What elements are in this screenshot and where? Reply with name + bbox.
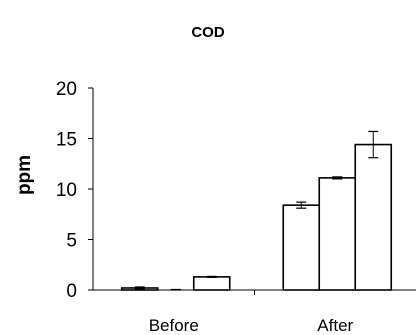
error-bar bbox=[332, 176, 343, 180]
error-bar bbox=[134, 286, 145, 290]
bars bbox=[120, 143, 393, 291]
x-tick-label: Before bbox=[149, 316, 199, 335]
y-tick-label: 5 bbox=[66, 231, 77, 252]
error-bar bbox=[296, 201, 307, 209]
y-tick-label: 0 bbox=[66, 281, 77, 302]
error-bars bbox=[134, 130, 379, 291]
chart-title: COD bbox=[191, 24, 225, 41]
y-tick-label: 15 bbox=[56, 130, 77, 151]
x-tick-label: After bbox=[317, 316, 353, 335]
y-tick-label: 10 bbox=[56, 180, 77, 201]
bar bbox=[192, 276, 231, 291]
y-axis-label: ppm bbox=[14, 155, 35, 195]
bar bbox=[354, 143, 393, 291]
x-ticks: Before After bbox=[149, 290, 354, 335]
y-ticks: 0 5 10 15 20 bbox=[56, 79, 93, 302]
error-bar bbox=[206, 275, 217, 278]
bar bbox=[282, 204, 321, 291]
bar bbox=[318, 177, 357, 291]
error-bar bbox=[368, 130, 379, 159]
y-tick-label: 20 bbox=[56, 79, 77, 100]
error-bar bbox=[170, 288, 181, 291]
